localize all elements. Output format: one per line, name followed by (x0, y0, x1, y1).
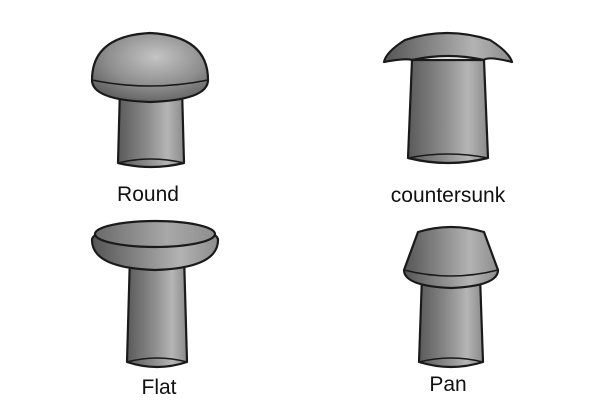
countersunk-label: countersunk (390, 184, 506, 207)
flat-rivet-shank (125, 253, 189, 369)
flat-label: Flat (141, 376, 177, 399)
countersunk-rivet-head (382, 31, 514, 64)
pan-rivet (402, 225, 500, 369)
pan-rivet-shank (417, 274, 485, 369)
countersunk-rivet-shank (406, 58, 490, 165)
flat-rivet (90, 219, 220, 369)
pan-label: Pan (429, 373, 467, 396)
flat-rivet-head-top (93, 219, 217, 249)
round-label: Round (117, 183, 179, 206)
pan-rivet-head (402, 225, 500, 290)
countersunk-rivet (382, 31, 514, 165)
round-rivet (90, 31, 210, 169)
round-rivet-head (90, 31, 210, 104)
